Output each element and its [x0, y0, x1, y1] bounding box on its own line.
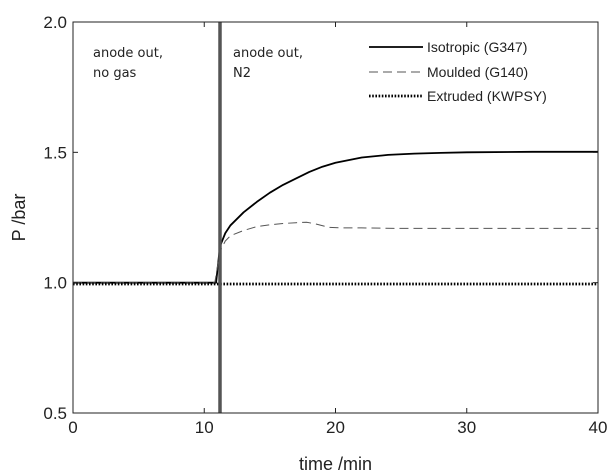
legend-label-moulded: Moulded (G140)	[427, 64, 528, 80]
x-tick-label: 20	[326, 418, 345, 437]
plot-content	[73, 22, 598, 413]
y-tick-label: 1.5	[43, 143, 67, 162]
annotation-left-line1: anode out,	[93, 46, 163, 61]
annotation-right-line1: anode out,	[233, 46, 303, 61]
series-line-moulded	[73, 221, 598, 284]
plot-frame	[72, 21, 599, 414]
annotation-left-line2: no gas	[93, 66, 137, 81]
axes: 0.5 1.0 1.5 2.0 0 10 20 30 40	[43, 13, 607, 437]
y-axis-label: P /bar	[9, 194, 29, 242]
x-axis-label: time /min	[299, 454, 372, 474]
x-tick-label: 10	[195, 418, 214, 437]
legend-label-extruded: Extruded (KWPSY)	[427, 88, 547, 104]
x-tick-label: 40	[589, 418, 608, 437]
annotation-right-line2: N2	[233, 66, 251, 81]
y-tick-label: 2.0	[43, 13, 67, 32]
legend: Isotropic (G347) Moulded (G140) Extruded…	[369, 39, 547, 104]
y-tick-label: 0.5	[43, 404, 67, 423]
x-tick-label: 0	[68, 418, 77, 437]
x-tick-label: 30	[457, 418, 476, 437]
series-line-isotropic	[73, 150, 598, 284]
y-tick-label: 1.0	[43, 274, 67, 293]
legend-label-isotropic: Isotropic (G347)	[427, 39, 527, 55]
